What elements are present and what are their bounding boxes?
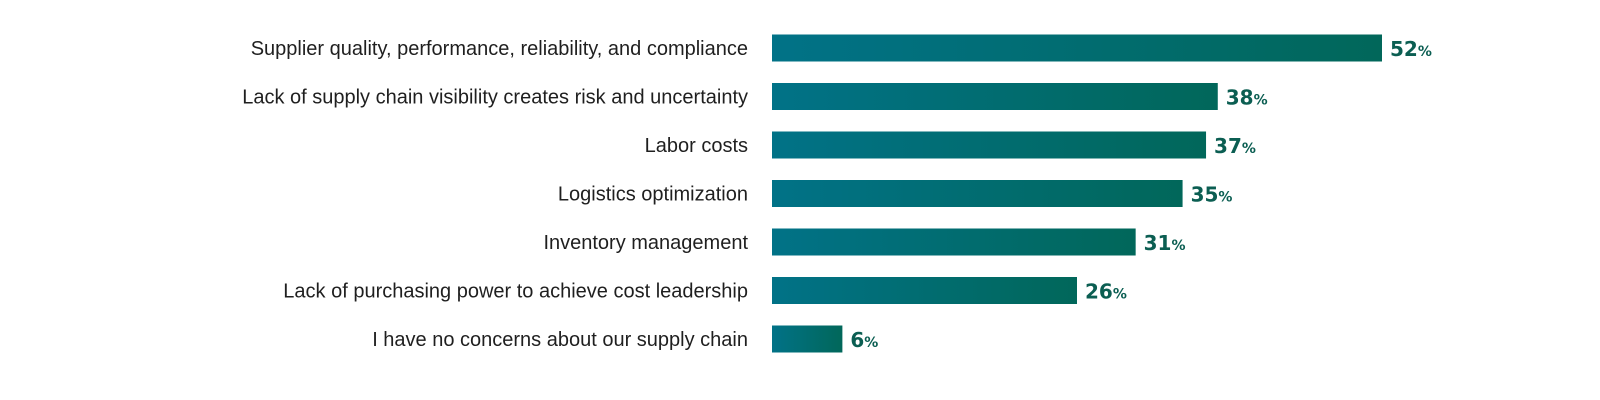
value-number: 38 <box>1226 86 1254 110</box>
value-label: 35% <box>1191 183 1233 207</box>
percent-sign: % <box>1171 238 1185 254</box>
value-label: 37% <box>1214 134 1256 158</box>
percent-sign: % <box>1218 190 1232 206</box>
category-label: Logistics optimization <box>558 184 748 206</box>
percent-sign: % <box>864 335 878 351</box>
category-label: Inventory management <box>543 232 748 254</box>
value-number: 37 <box>1214 134 1242 158</box>
bar <box>772 131 1207 159</box>
value-label: 38% <box>1226 86 1268 110</box>
value-number: 6 <box>850 328 864 352</box>
value-number: 31 <box>1144 231 1172 255</box>
category-label: Supplier quality, performance, reliabili… <box>251 38 748 60</box>
bar <box>772 325 843 353</box>
value-number: 52 <box>1390 37 1418 61</box>
value-label: 52% <box>1390 37 1432 61</box>
value-label: 6% <box>850 328 878 352</box>
bar <box>772 277 1077 304</box>
percent-sign: % <box>1418 44 1432 60</box>
value-label: 26% <box>1085 280 1127 304</box>
percent-sign: % <box>1113 287 1127 303</box>
category-label: Labor costs <box>645 135 748 157</box>
category-label: Lack of supply chain visibility creates … <box>242 87 748 109</box>
category-label: I have no concerns about our supply chai… <box>372 329 748 351</box>
bar <box>772 228 1136 256</box>
value-label: 31% <box>1144 231 1186 255</box>
percent-sign: % <box>1242 141 1256 157</box>
bar <box>772 34 1382 62</box>
value-number: 26 <box>1085 280 1113 304</box>
bar <box>772 180 1183 207</box>
category-label: Lack of purchasing power to achieve cost… <box>283 281 748 303</box>
percent-sign: % <box>1254 93 1268 109</box>
value-number: 35 <box>1191 183 1219 207</box>
bar <box>772 83 1218 110</box>
